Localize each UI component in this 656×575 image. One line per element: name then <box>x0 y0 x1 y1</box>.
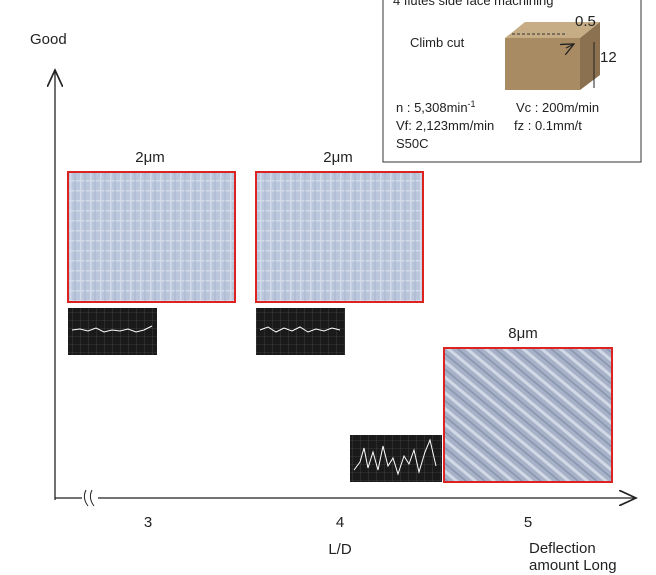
axis-break <box>83 489 95 507</box>
surface-photo <box>67 171 236 303</box>
material: S50C <box>396 136 429 151</box>
spindle-speed: n : 5,308min <box>396 100 468 115</box>
param-line: n : 5,308min-1 Vc : 200m/min <box>396 99 599 115</box>
cut-type: Climb cut <box>410 35 465 50</box>
x-axis-label: L/D <box>328 541 352 558</box>
roughness-label: 8μm <box>508 325 537 342</box>
y-axis-label: Good <box>30 31 67 48</box>
box-title: 4 flutes side face machining <box>393 0 553 8</box>
profile-trace <box>353 438 437 476</box>
cutting-speed: Vc : 200m/min <box>516 100 599 115</box>
unit-exponent: -1 <box>468 99 476 109</box>
surface-photo <box>443 347 613 483</box>
profile-plot <box>350 435 442 482</box>
surface-photo <box>255 171 424 303</box>
roughness-label: 2μm <box>323 149 352 166</box>
profile-plot <box>256 308 345 355</box>
depth-label: 0.5 <box>575 13 596 30</box>
x-axis-note: amount Long <box>529 557 617 574</box>
x-tick-label: 5 <box>524 514 532 531</box>
profile-trace <box>259 326 341 333</box>
roughness-label: 2μm <box>135 149 164 166</box>
profile-plot <box>68 308 157 355</box>
feed-rate: Vf: 2,123mm/min <box>396 118 494 133</box>
workpiece-illustration <box>505 22 600 90</box>
profile-trace <box>71 325 153 333</box>
height-label: 12 <box>600 49 617 66</box>
x-tick-label: 4 <box>336 514 344 531</box>
x-axis-note: Deflection <box>529 540 596 557</box>
x-tick-label: 3 <box>144 514 152 531</box>
param-line: Vf: 2,123mm/min fz : 0.1mm/t <box>396 118 582 133</box>
feed-per-tooth: fz : 0.1mm/t <box>514 118 582 133</box>
